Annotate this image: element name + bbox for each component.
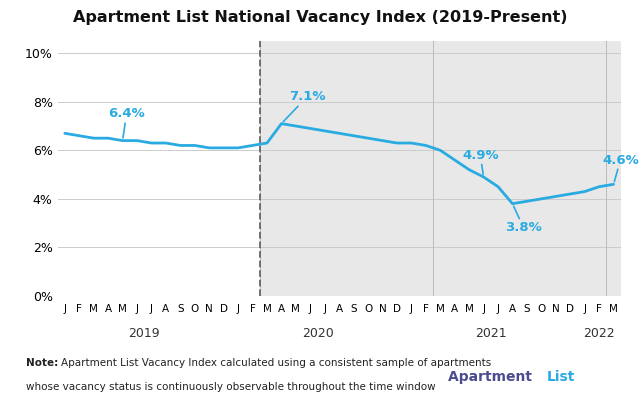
Text: Apartment List Vacancy Index calculated using a consistent sample of apartments: Apartment List Vacancy Index calculated … (61, 358, 491, 367)
Text: whose vacancy status is continuously observable throughout the time window: whose vacancy status is continuously obs… (26, 382, 435, 392)
Text: Apartment List National Vacancy Index (2019-Present): Apartment List National Vacancy Index (2… (73, 10, 567, 25)
Bar (58, 41, 260, 296)
Text: 6.4%: 6.4% (108, 107, 145, 138)
Text: 7.1%: 7.1% (284, 90, 325, 122)
Text: 2019: 2019 (129, 328, 160, 340)
Text: List: List (547, 370, 575, 384)
Text: 3.8%: 3.8% (505, 206, 542, 234)
Text: 2021: 2021 (475, 328, 507, 340)
Bar (260, 41, 621, 296)
Text: 2020: 2020 (301, 328, 333, 340)
Text: Apartment: Apartment (448, 370, 537, 384)
Text: 2022: 2022 (583, 328, 615, 340)
Text: 4.9%: 4.9% (462, 149, 499, 174)
Text: Note:: Note: (26, 358, 58, 367)
Text: 4.6%: 4.6% (602, 154, 639, 182)
